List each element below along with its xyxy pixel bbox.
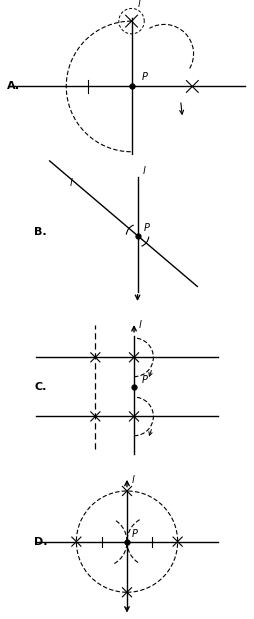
Text: $P$: $P$ bbox=[143, 222, 151, 233]
Text: $l$: $l$ bbox=[131, 472, 136, 485]
Text: $l$: $l$ bbox=[142, 165, 146, 176]
Text: $l$: $l$ bbox=[69, 176, 74, 188]
Text: $P$: $P$ bbox=[141, 373, 149, 386]
Text: $P$: $P$ bbox=[141, 70, 149, 82]
Text: B.: B. bbox=[34, 227, 47, 237]
Text: A.: A. bbox=[7, 82, 20, 92]
Text: $l$: $l$ bbox=[137, 0, 142, 9]
Text: $P$: $P$ bbox=[131, 527, 139, 539]
Text: C.: C. bbox=[34, 382, 46, 392]
Text: $l$: $l$ bbox=[138, 318, 143, 330]
Text: D.: D. bbox=[34, 537, 48, 547]
